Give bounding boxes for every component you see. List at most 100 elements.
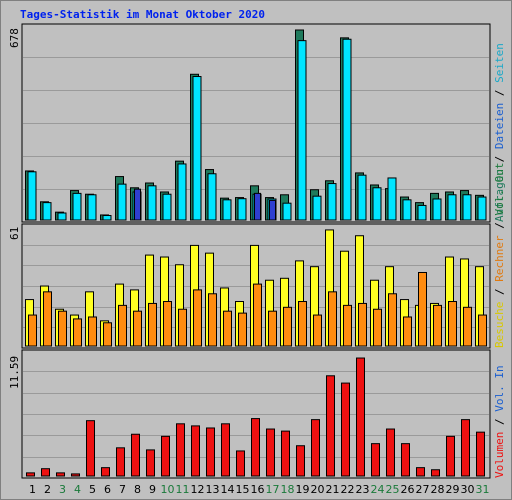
legend-entry: Besuche xyxy=(493,302,506,348)
bar-volumen xyxy=(311,419,320,477)
bar-volumen xyxy=(371,443,380,477)
bar-volumen xyxy=(386,428,395,477)
bar-rechner xyxy=(88,316,97,347)
bar-rechner xyxy=(463,306,472,347)
bar-volumen xyxy=(221,423,230,477)
day-label: 11 xyxy=(176,483,190,496)
bar-volumen xyxy=(341,382,350,477)
bar-dateien xyxy=(447,194,457,221)
bar-volumen xyxy=(86,420,95,477)
bar-dateien xyxy=(477,196,487,221)
bar-volumen xyxy=(41,468,50,477)
chart-title: Tages-Statistik im Monat Oktober 2020 xyxy=(20,8,265,21)
bar-seiten xyxy=(254,192,261,221)
bar-dateien xyxy=(237,198,247,221)
bar-volumen xyxy=(356,357,365,477)
legend-entry: Rechner xyxy=(493,235,506,282)
bar-dateien xyxy=(87,194,97,221)
day-label: 2 xyxy=(44,483,51,496)
bar-dateien xyxy=(72,192,82,221)
bar-rechner xyxy=(253,283,262,347)
panel-top: 678 xyxy=(8,23,491,223)
bar-rechner xyxy=(193,289,202,347)
bar-volumen xyxy=(131,433,140,477)
bar-rechner xyxy=(448,301,457,347)
bar-dateien xyxy=(117,183,127,221)
day-label: 21 xyxy=(326,483,340,496)
bar-rechner xyxy=(298,301,307,347)
legend-entry: / xyxy=(493,282,506,302)
bar-dateien xyxy=(417,204,427,221)
legend-middle: Besuche / Rechner / Vol. Out xyxy=(493,163,506,348)
bar-rechner xyxy=(163,301,172,347)
bar-rechner xyxy=(58,310,67,347)
bar-volumen xyxy=(401,443,410,477)
y-max-label-middle: 61 xyxy=(8,227,21,240)
bar-volumen xyxy=(176,423,185,477)
day-label: 19 xyxy=(296,483,310,496)
bar-rechner xyxy=(283,306,292,347)
bar-rechner xyxy=(28,314,37,347)
day-label: 6 xyxy=(104,483,111,496)
bar-rechner xyxy=(223,310,232,347)
legend-entry: Seiten xyxy=(493,43,506,83)
legend-entry: / xyxy=(493,216,506,236)
bar-rechner xyxy=(118,304,127,347)
day-label: 10 xyxy=(161,483,175,496)
y-max-label-bottom: 11.59 xyxy=(8,356,21,389)
day-label: 12 xyxy=(191,483,205,496)
bar-rechner xyxy=(478,314,487,347)
day-label: 28 xyxy=(431,483,445,496)
day-label: 4 xyxy=(74,483,81,496)
bar-rechner xyxy=(73,318,82,347)
day-label: 23 xyxy=(356,483,370,496)
bar-dateien xyxy=(372,187,382,221)
bar-volumen xyxy=(266,428,275,477)
day-label: 14 xyxy=(221,483,235,496)
bar-rechner xyxy=(328,291,337,347)
legend-entry: / xyxy=(493,149,506,169)
bar-volumen xyxy=(431,469,440,477)
legend-entry: Volumen xyxy=(493,432,506,478)
bar-dateien xyxy=(297,40,307,221)
legend-entry: / xyxy=(493,83,506,103)
bar-seiten xyxy=(134,188,141,221)
bar-rechner xyxy=(388,293,397,347)
bar-volumen xyxy=(416,467,425,477)
bar-dateien xyxy=(357,174,367,221)
bar-dateien xyxy=(342,38,352,221)
bar-rechner xyxy=(358,302,367,347)
legend-entry: Dateien xyxy=(493,103,506,149)
bar-rechner xyxy=(433,304,442,347)
bars-top xyxy=(25,29,487,221)
bar-rechner xyxy=(208,293,217,347)
bar-dateien xyxy=(387,177,397,221)
bar-dateien xyxy=(282,202,292,221)
bar-rechner xyxy=(103,322,112,347)
bar-volumen xyxy=(251,418,260,477)
bar-volumen xyxy=(236,450,245,477)
bar-volumen xyxy=(146,449,155,477)
bar-rechner xyxy=(148,302,157,347)
bar-dateien xyxy=(42,202,52,221)
bar-volumen xyxy=(461,419,470,477)
bar-rechner xyxy=(238,312,247,347)
bar-rechner xyxy=(373,308,382,347)
bar-seiten xyxy=(269,199,276,221)
bar-volumen xyxy=(71,473,80,477)
bar-dateien xyxy=(207,173,217,221)
day-label: 17 xyxy=(266,483,280,496)
bar-rechner xyxy=(313,314,322,347)
bar-dateien xyxy=(162,193,172,221)
bar-volumen xyxy=(326,375,335,477)
bars-bottom xyxy=(26,357,485,477)
day-label: 3 xyxy=(59,483,66,496)
y-max-label-top: 678 xyxy=(8,28,21,48)
bar-dateien xyxy=(462,194,472,221)
bar-dateien xyxy=(222,199,232,221)
day-label: 1 xyxy=(29,483,36,496)
bar-volumen xyxy=(446,435,455,477)
bar-dateien xyxy=(147,185,157,221)
bar-rechner xyxy=(418,271,427,347)
bar-rechner xyxy=(43,291,52,347)
